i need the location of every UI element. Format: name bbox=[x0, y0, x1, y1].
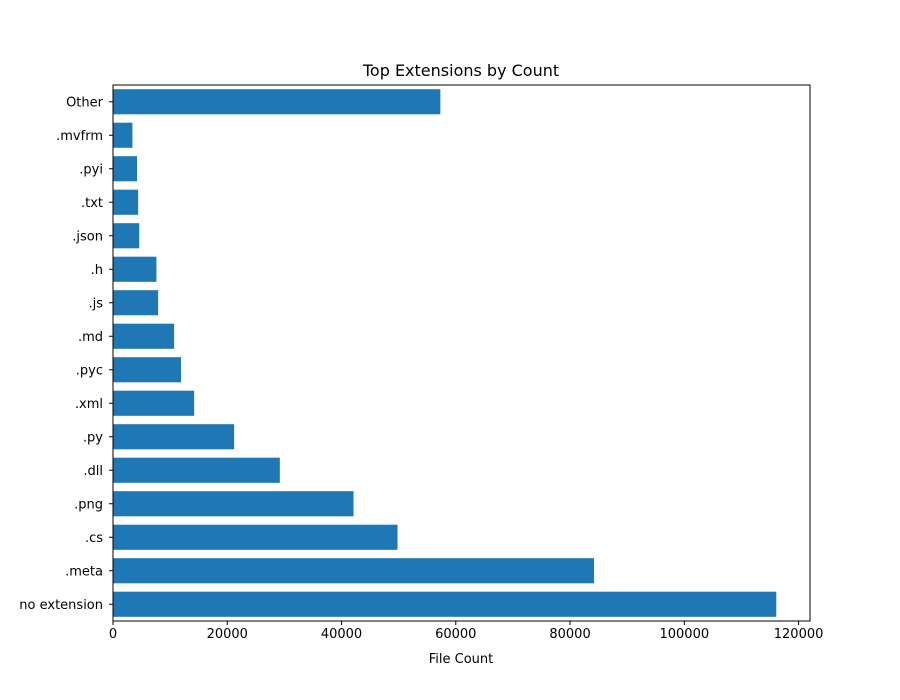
x-tick-label: 100000 bbox=[659, 627, 709, 642]
bar-meta bbox=[113, 558, 595, 584]
bar-dll bbox=[113, 457, 280, 483]
bar-py bbox=[113, 424, 235, 450]
y-tick-label: .dll bbox=[83, 464, 103, 479]
bar-png bbox=[113, 491, 354, 517]
y-tick-label: .xml bbox=[75, 397, 103, 412]
y-tick-label: .txt bbox=[81, 196, 103, 211]
y-tick-label: .meta bbox=[65, 564, 103, 579]
bar-pyc bbox=[113, 357, 181, 383]
bar-json bbox=[113, 223, 140, 249]
bar-xml bbox=[113, 390, 195, 416]
x-tick-label: 80000 bbox=[549, 627, 590, 642]
x-tick-label: 120000 bbox=[774, 627, 824, 642]
x-tick-label: 0 bbox=[109, 627, 117, 642]
y-tick-label: .pyc bbox=[76, 363, 103, 378]
bar-cs bbox=[113, 524, 398, 550]
y-tick-label: .js bbox=[88, 296, 103, 311]
bar-pyi bbox=[113, 156, 137, 182]
bar-txt bbox=[113, 189, 139, 215]
y-tick-label: .png bbox=[74, 497, 103, 512]
bar-md bbox=[113, 323, 175, 349]
x-axis-label: File Count bbox=[429, 652, 494, 667]
bars-group bbox=[113, 89, 777, 617]
bar-mvfrm bbox=[113, 122, 133, 148]
x-tick-label: 20000 bbox=[207, 627, 248, 642]
y-tick-label: .json bbox=[72, 229, 103, 244]
y-tick-label: Other bbox=[66, 95, 104, 110]
bar-h bbox=[113, 256, 157, 282]
plot-frame bbox=[112, 84, 811, 622]
x-axis-ticks: 0 20000 40000 60000 80000 100000 120000 bbox=[109, 621, 824, 642]
y-tick-label: .pyi bbox=[79, 162, 103, 177]
y-tick-label: .cs bbox=[85, 531, 103, 546]
bar-no-extension bbox=[113, 591, 777, 617]
y-tick-label: .mvfrm bbox=[56, 129, 103, 144]
y-tick-label: .md bbox=[78, 330, 103, 345]
x-tick-label: 40000 bbox=[321, 627, 362, 642]
bar-other bbox=[113, 89, 441, 115]
x-tick-label: 60000 bbox=[435, 627, 476, 642]
y-tick-label: no extension bbox=[19, 598, 103, 613]
y-axis-ticks: no extension .meta .cs .png .dll .py .xml .pyc.… bbox=[19, 95, 113, 613]
y-tick-label: .py bbox=[83, 430, 103, 445]
chart-title: Top Extensions by Count bbox=[362, 61, 559, 80]
y-tick-label: .h bbox=[91, 263, 103, 278]
bar-js bbox=[113, 290, 159, 316]
